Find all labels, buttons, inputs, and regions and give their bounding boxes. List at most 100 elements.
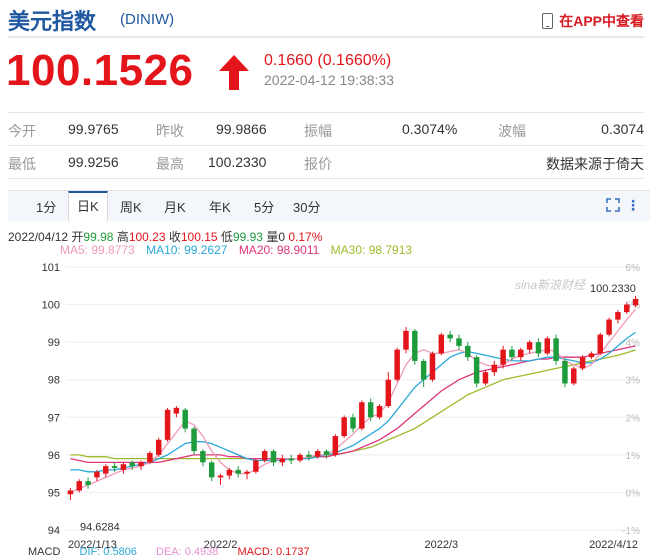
candle-body — [482, 372, 489, 384]
tab-5min[interactable]: 5分 — [254, 200, 275, 215]
stats-row-1: 今开 99.9765 昨收 99.9866 振幅 0.3074% 波幅 0.30… — [8, 113, 644, 146]
high-value: 100.2330 — [208, 154, 267, 170]
candle-body — [306, 454, 312, 457]
ohlc-open: 99.98 — [83, 230, 114, 244]
y-tick-label: 100 — [42, 300, 60, 312]
candle-body — [217, 475, 224, 478]
x-tick-label: 2022/2 — [204, 539, 238, 551]
candle-body — [403, 330, 409, 350]
candle-body — [120, 464, 127, 470]
candle-body — [208, 462, 215, 478]
candle-body — [429, 353, 436, 380]
watermark: sina新浪财经 — [515, 278, 587, 292]
y-tick-label: 97 — [48, 412, 60, 424]
pct-tick-label: 3% — [626, 376, 641, 387]
ma30-line — [70, 349, 636, 460]
header: 美元指数 (DINIW) 在APP中查看 — [8, 4, 644, 34]
candle-body — [447, 334, 453, 339]
fullscreen-icon[interactable] — [606, 198, 620, 212]
candle-body — [376, 406, 383, 418]
ma30-legend: MA30: 98.7913 — [330, 243, 413, 257]
ma5-line — [70, 308, 637, 493]
candle-body — [624, 304, 630, 313]
amplitude-value: 0.3074% — [402, 121, 458, 137]
candle-body — [279, 458, 286, 463]
ma20-legend: MA20: 98.9011 — [238, 243, 320, 257]
x-tick-label: 2022/4/12 — [589, 539, 638, 551]
pct-tick-label: 2% — [626, 413, 641, 424]
candle-body — [111, 466, 118, 469]
candle-body — [394, 349, 400, 380]
tab-1min[interactable]: 1分 — [36, 200, 57, 215]
tab-daily[interactable]: 日K — [68, 191, 108, 221]
candle-body — [597, 334, 603, 354]
pct-tick-label: 6% — [626, 263, 641, 274]
candle-body — [297, 454, 303, 461]
candle-body — [94, 471, 100, 478]
ma5-legend: MA5: 99.8773 — [60, 243, 135, 257]
candle-body — [544, 338, 551, 354]
candle-body — [438, 334, 445, 354]
candle-body — [76, 481, 82, 491]
candle-body — [385, 379, 392, 407]
kline-chart[interactable]: 101 100 99 98 97 96 95 94 6% 5% 4% 3% 2% 1% 0% -1% sina新… — [0, 255, 650, 555]
pct-tick-label: 0% — [626, 488, 641, 499]
candle-body — [350, 417, 356, 429]
pct-tick-label: 1% — [626, 451, 641, 462]
ohlc-low-label: 低 — [220, 230, 233, 244]
candle-body — [420, 360, 427, 380]
candle-body — [341, 417, 347, 437]
tab-weekly[interactable]: 周K — [120, 200, 142, 215]
tab-30min[interactable]: 30分 — [293, 200, 321, 215]
candle-body — [367, 402, 374, 418]
candle-body — [155, 439, 162, 455]
candle-body — [606, 319, 612, 335]
range-label: 波幅 — [498, 123, 526, 139]
candle-body — [359, 402, 365, 429]
ohlc-open-label: 开 — [71, 230, 84, 244]
stats-table: 今开 99.9765 昨收 99.9866 振幅 0.3074% 波幅 0.30… — [8, 112, 644, 179]
candle-body — [491, 364, 498, 373]
candle-body — [500, 349, 506, 365]
y-tick-label: 95 — [48, 487, 60, 499]
price-change: 0.1660 (0.1660%) — [264, 52, 392, 69]
candle-body — [138, 462, 144, 467]
candle-body — [226, 469, 233, 476]
ohlc-vol: 0 — [278, 230, 286, 244]
quote-label: 报价 — [304, 156, 332, 172]
candle-body — [562, 360, 568, 384]
current-price: 100.1526 — [6, 46, 194, 95]
ohlc-high-label: 高 — [116, 230, 129, 244]
ohlc-high: 100.23 — [128, 230, 166, 244]
macd-value: MACD: 0.1737 — [237, 546, 310, 558]
candle-body — [579, 357, 586, 369]
y-tick-label: 98 — [48, 375, 60, 387]
high-label: 最高 — [156, 156, 184, 172]
macd-legend: MACD DIF: 0.5806 DEA: 0.4938 MACD: 0.173… — [28, 546, 326, 558]
ohlc-date: 2022/04/12 — [8, 230, 69, 244]
candle-body — [588, 353, 595, 358]
ohlc-close-label: 收 — [168, 230, 181, 244]
candle-body — [253, 460, 259, 472]
more-options-icon[interactable]: ⋮ — [626, 197, 640, 213]
max-price-label: 100.2330 — [590, 283, 636, 295]
phone-icon — [542, 13, 554, 29]
macd-dea: DEA: 0.4938 — [156, 546, 219, 558]
open-in-app-link[interactable]: 在APP中查看 — [542, 11, 644, 31]
tab-monthly[interactable]: 月K — [164, 200, 186, 215]
ma10-line — [70, 331, 636, 473]
tab-yearly[interactable]: 年K — [209, 200, 231, 215]
y-tick-label: 101 — [42, 262, 60, 274]
candle-body — [314, 451, 321, 457]
ohlc-pct: 0.17% — [288, 230, 323, 244]
pct-tick-label: 4% — [626, 338, 641, 349]
candle-body — [182, 409, 188, 429]
prev-close-label: 昨收 — [156, 123, 184, 139]
candle-body — [173, 407, 180, 414]
amplitude-label: 振幅 — [304, 123, 332, 139]
prev-close-value: 99.9866 — [216, 121, 267, 137]
candle-body — [147, 452, 153, 463]
ohlc-low: 99.93 — [232, 230, 263, 244]
macd-label: MACD — [28, 546, 61, 558]
candle-body — [244, 471, 250, 474]
